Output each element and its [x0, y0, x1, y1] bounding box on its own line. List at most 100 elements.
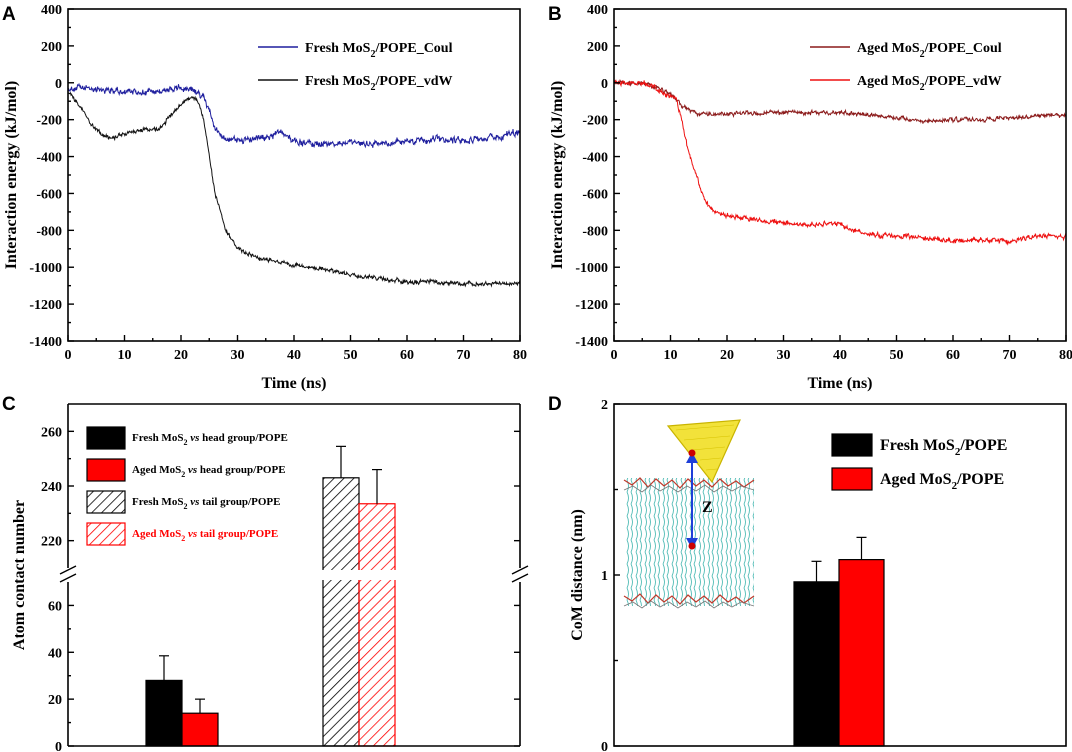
y-tick-label: -1200: [29, 298, 62, 313]
legend-label-aged-coul: Aged MoS2/POPE_Coul: [857, 41, 1002, 60]
x-tick-label: 70: [1003, 348, 1017, 363]
y-tick-label: -1400: [575, 335, 608, 350]
y-tick-label: 400: [587, 3, 608, 18]
y-tick-label: 400: [41, 3, 62, 18]
panel-a-series-group: [67, 82, 521, 288]
bar-break-gap: [357, 570, 397, 580]
panel-b-x-axis-label: Time (ns): [807, 375, 872, 392]
y-tick-label: -800: [582, 224, 608, 239]
membrane-inset-illustration: Z: [623, 419, 755, 609]
legend-label: Aged MoS2/POPE: [880, 471, 1004, 492]
legend-label: Fresh MoS2/POPE: [880, 437, 1007, 458]
x-tick-label: 50: [890, 348, 904, 363]
series-line-fresh-mos2-pope-vdw: [67, 91, 521, 288]
panel-b-plot-frame: [613, 8, 1067, 342]
mos2-atom-grid: [675, 424, 735, 471]
legend-swatch: [86, 458, 126, 482]
y-tick-label: -600: [36, 187, 62, 202]
panel-c-label: C: [2, 394, 16, 415]
legend-swatch: [86, 426, 126, 450]
legend-entry-2: Aged MoS2 vs head group/POPE: [86, 458, 286, 482]
y-tick-label: -1400: [29, 335, 62, 350]
panel-c-axis-ticks: 0 20 40 60 220 240 260: [41, 425, 520, 752]
legend-label-aged-vdw: Aged MoS2/POPE_vdW: [857, 74, 1002, 93]
bar-fresh-mos2-pope: [793, 581, 840, 747]
panel-a-y-axis-label: Interaction energy (kJ/mol): [3, 81, 20, 269]
panel-d-legend: Fresh MoS2/POPE Aged MoS2/POPE: [831, 433, 1007, 492]
legend-swatch: [86, 522, 126, 546]
x-tick-label: 0: [611, 348, 618, 363]
legend-entry-4: Aged MoS2 vs tail group/POPE: [86, 522, 278, 546]
panel-c-atom-contact-number: C 0 20 40 60 220 240 260 Atom contact number F…: [2, 394, 529, 752]
series-line-aged-mos2-pope-vdw: [613, 79, 1067, 246]
x-tick-label: 60: [400, 348, 414, 363]
panel-b-series-group: [613, 78, 1067, 246]
y-tick-label: 260: [41, 425, 62, 440]
series-line-fresh-mos2-pope-coul: [67, 82, 521, 149]
y-tick-label: -800: [36, 224, 62, 239]
panel-a-x-axis-label: Time (ns): [261, 375, 326, 392]
y-tick-label: 200: [587, 40, 608, 55]
x-tick-label: 20: [720, 348, 734, 363]
legend-label-fresh-vdw: Fresh MoS2/POPE_vdW: [305, 74, 452, 93]
x-tick-label: 10: [118, 348, 132, 363]
legend-label: Aged MoS2 vs tail group/POPE: [132, 528, 278, 543]
legend-swatch: [86, 490, 126, 514]
y-tick-label: -1000: [29, 261, 62, 276]
legend-label: Fresh MoS2 vs head group/POPE: [132, 432, 288, 447]
bar-fresh-mos2-vs-tail-group-pope: [322, 477, 360, 747]
panel-d-y-axis-label: CoM distance (nm): [569, 509, 586, 641]
bar-break-gap: [321, 570, 361, 580]
y-tick-label: 20: [48, 693, 62, 708]
legend-entry-1: Fresh MoS2 vs head group/POPE: [86, 426, 288, 450]
panel-c-bars: [145, 445, 397, 747]
legend-swatch: [831, 467, 873, 491]
panel-b-legend: Aged MoS2/POPE_Coul Aged MoS2/POPE_vdW: [810, 41, 1002, 93]
y-tick-label: 60: [48, 599, 62, 614]
panel-a-legend: Fresh MoS2/POPE_Coul Fresh MoS2/POPE_vdW: [258, 41, 453, 93]
y-tick-label: 240: [41, 480, 62, 495]
y-tick-label: -200: [582, 114, 608, 129]
z-arrow-head-up: [686, 452, 698, 463]
x-tick-label: 40: [287, 348, 301, 363]
y-tick-label: -1200: [575, 298, 608, 313]
x-tick-label: 80: [513, 348, 527, 363]
panel-a-plot-frame: [67, 8, 521, 342]
y-tick-label: -1000: [575, 261, 608, 276]
bar-aged-mos2-vs-tail-group-pope: [358, 503, 396, 747]
y-tick-label: 0: [601, 740, 608, 752]
panel-a-label: A: [2, 4, 16, 25]
y-tick-label: 0: [601, 77, 608, 92]
legend-entry-2: Aged MoS2/POPE: [831, 467, 1004, 492]
legend-label: Aged MoS2 vs head group/POPE: [132, 464, 286, 479]
y-tick-label: 0: [55, 740, 62, 752]
panel-a-interaction-energy-fresh: A 0 10 20 30 40 50 60 70 80 -1400 -1200 -1000 -800 -6…: [2, 3, 527, 392]
legend-entry-3: Fresh MoS2 vs tail group/POPE: [86, 490, 280, 514]
bar-aged-mos2-vs-head-group-pope: [181, 712, 219, 747]
membrane-center-of-mass: [688, 542, 696, 550]
x-tick-label: 40: [833, 348, 847, 363]
x-tick-label: 20: [174, 348, 188, 363]
y-tick-label: 200: [41, 40, 62, 55]
bar-aged-mos2-pope: [838, 559, 885, 747]
y-tick-label: -600: [582, 187, 608, 202]
x-tick-label: 80: [1059, 348, 1072, 363]
lipid-headgroups-top: [623, 477, 755, 493]
y-tick-label: -400: [582, 151, 608, 166]
x-tick-label: 10: [664, 348, 678, 363]
panel-d-com-distance: D 0 1 2 CoM distance (nm): [548, 394, 1067, 752]
panel-a-axis-ticks: 0 10 20 30 40 50 60 70 80 -1400 -1200 -1000 -800 -600…: [29, 3, 527, 363]
panel-c-axis-break-marks: [59, 565, 529, 583]
y-tick-label: -400: [36, 151, 62, 166]
legend-label: Fresh MoS2 vs tail group/POPE: [132, 496, 280, 511]
legend-swatch: [831, 433, 873, 457]
mos2-center-of-mass: [688, 449, 696, 457]
mos2-nanosheet: [666, 419, 741, 484]
x-tick-label: 70: [457, 348, 471, 363]
panel-b-axis-ticks: 0 10 20 30 40 50 60 70 80 -1400 -1200 -1000 -800 -600…: [575, 3, 1072, 363]
y-tick-label: 220: [41, 535, 62, 550]
x-tick-label: 30: [777, 348, 791, 363]
panel-b-label: B: [548, 4, 562, 25]
lipid-headgroups-bottom: [623, 593, 755, 609]
